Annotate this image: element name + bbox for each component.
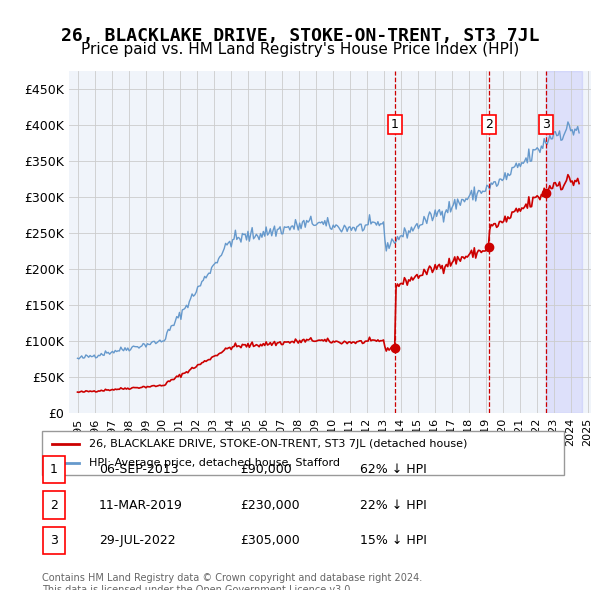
Text: HPI: Average price, detached house, Stafford: HPI: Average price, detached house, Staf… xyxy=(89,458,340,467)
Text: Contains HM Land Registry data © Crown copyright and database right 2024.
This d: Contains HM Land Registry data © Crown c… xyxy=(42,573,422,590)
Text: £305,000: £305,000 xyxy=(240,534,300,547)
Text: 2: 2 xyxy=(485,119,493,132)
Text: 26, BLACKLAKE DRIVE, STOKE-ON-TRENT, ST3 7JL (detached house): 26, BLACKLAKE DRIVE, STOKE-ON-TRENT, ST3… xyxy=(89,439,467,449)
Text: Price paid vs. HM Land Registry's House Price Index (HPI): Price paid vs. HM Land Registry's House … xyxy=(81,42,519,57)
Text: 22% ↓ HPI: 22% ↓ HPI xyxy=(360,499,427,512)
Text: 3: 3 xyxy=(542,119,550,132)
Text: 29-JUL-2022: 29-JUL-2022 xyxy=(99,534,176,547)
FancyBboxPatch shape xyxy=(43,456,65,483)
FancyBboxPatch shape xyxy=(42,431,564,475)
Text: 1: 1 xyxy=(391,119,399,132)
FancyBboxPatch shape xyxy=(43,527,65,554)
Text: 1: 1 xyxy=(50,463,58,476)
Text: 11-MAR-2019: 11-MAR-2019 xyxy=(99,499,183,512)
Text: 3: 3 xyxy=(50,534,58,547)
Text: £90,000: £90,000 xyxy=(240,463,292,476)
Bar xyxy=(546,71,583,413)
Text: 62% ↓ HPI: 62% ↓ HPI xyxy=(360,463,427,476)
Text: 06-SEP-2013: 06-SEP-2013 xyxy=(99,463,179,476)
Text: 2: 2 xyxy=(50,499,58,512)
FancyBboxPatch shape xyxy=(43,491,65,519)
Text: 15% ↓ HPI: 15% ↓ HPI xyxy=(360,534,427,547)
Text: £230,000: £230,000 xyxy=(240,499,299,512)
Text: 26, BLACKLAKE DRIVE, STOKE-ON-TRENT, ST3 7JL: 26, BLACKLAKE DRIVE, STOKE-ON-TRENT, ST3… xyxy=(61,27,539,45)
